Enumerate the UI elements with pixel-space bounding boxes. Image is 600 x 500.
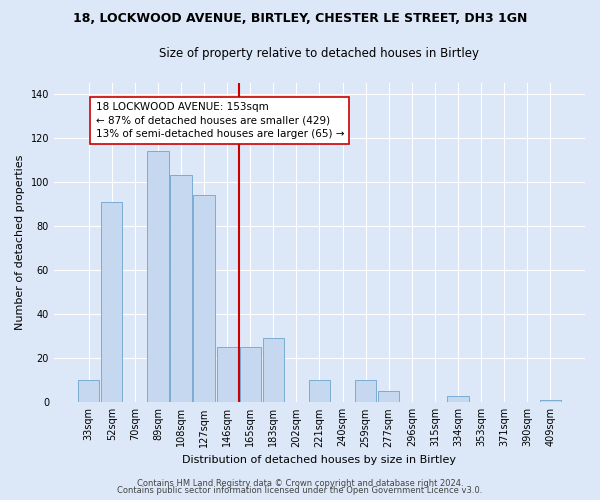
Bar (78, 380, 99, 402)
Bar (170, 175, 191, 402)
Bar (539, 400, 561, 402)
Bar (239, 347, 261, 403)
Text: 18 LOCKWOOD AVENUE: 153sqm
← 87% of detached houses are smaller (429)
13% of sem: 18 LOCKWOOD AVENUE: 153sqm ← 87% of deta… (95, 102, 344, 139)
Title: Size of property relative to detached houses in Birtley: Size of property relative to detached ho… (160, 48, 479, 60)
Bar (101, 202, 122, 402)
Bar (217, 347, 238, 403)
Bar (355, 380, 376, 402)
Bar (378, 392, 400, 402)
X-axis label: Distribution of detached houses by size in Birtley: Distribution of detached houses by size … (182, 455, 457, 465)
Text: 18, LOCKWOOD AVENUE, BIRTLEY, CHESTER LE STREET, DH3 1GN: 18, LOCKWOOD AVENUE, BIRTLEY, CHESTER LE… (73, 12, 527, 26)
Text: Contains HM Land Registry data © Crown copyright and database right 2024.: Contains HM Land Registry data © Crown c… (137, 478, 463, 488)
Bar (309, 380, 330, 402)
Bar (193, 195, 215, 402)
Bar (147, 151, 169, 403)
Bar (263, 338, 284, 402)
Y-axis label: Number of detached properties: Number of detached properties (15, 154, 25, 330)
Text: Contains public sector information licensed under the Open Government Licence v3: Contains public sector information licen… (118, 486, 482, 495)
Bar (448, 396, 469, 402)
